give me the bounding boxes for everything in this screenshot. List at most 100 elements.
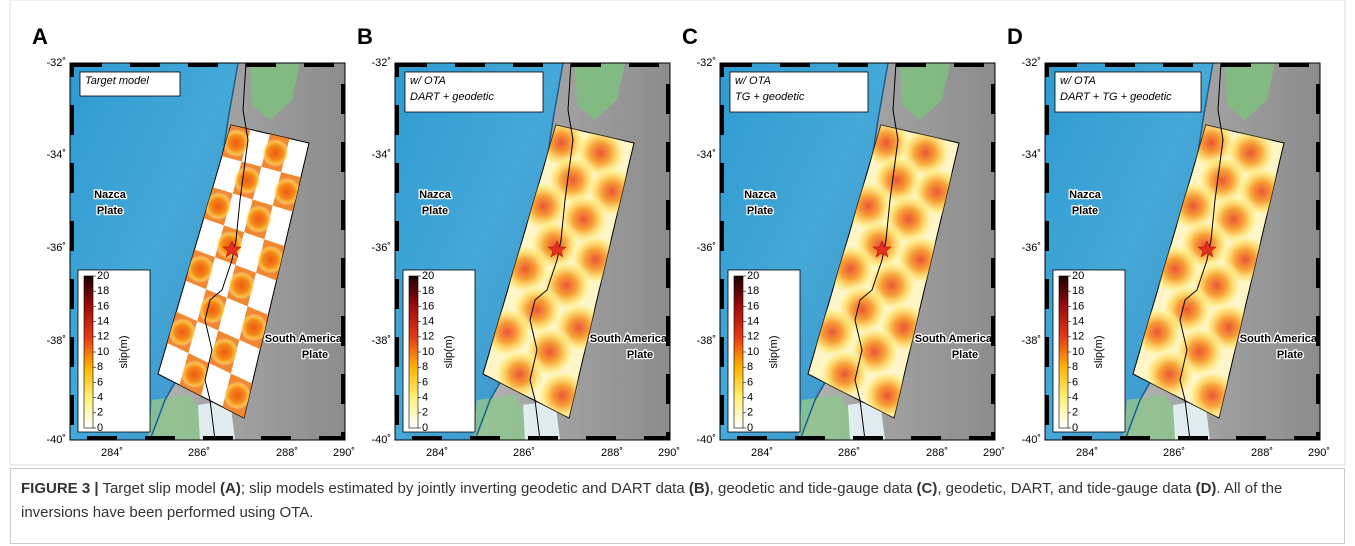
lon-tick-label: 286˚ — [513, 447, 535, 459]
map-frame-bars — [70, 63, 345, 440]
colorbar-tick-label: 6 — [97, 376, 103, 388]
lat-tick-label: -34˚ — [1021, 149, 1041, 161]
lat-tick-label: -38˚ — [696, 335, 716, 347]
plate-label: South America — [915, 333, 993, 345]
annotation-box — [404, 71, 544, 113]
lat-tick-label: -34˚ — [371, 149, 391, 161]
colorbar-tick-label: 6 — [1072, 376, 1078, 388]
colorbar-tick-label: 0 — [1072, 422, 1078, 434]
map-panel: D Nazca Plate South America Plate w/ OTA DART … — [1007, 24, 1330, 459]
lat-tick-label: -36˚ — [371, 242, 391, 254]
colorbar-label: slip(m) — [768, 336, 780, 369]
epicenter — [1197, 240, 1217, 258]
colorbar-tick-label: 2 — [422, 407, 428, 419]
map-panel: C Nazca Plate South America Plate w/ OTA TG + … — [682, 24, 1005, 459]
colorbar-tick-label: 8 — [747, 361, 753, 373]
map-panel: A Nazca Plate South America Plate Target mode… — [32, 24, 355, 459]
plate-label: Nazca — [1069, 189, 1102, 201]
colorbar-tick-label: 2 — [97, 407, 103, 419]
lakes — [848, 400, 885, 440]
slip-patch-core — [180, 360, 209, 389]
slip-patch-core — [186, 255, 215, 284]
colorbar-tick-label: 16 — [97, 300, 109, 312]
lon-tick-label: 288˚ — [601, 447, 623, 459]
slip-patch-core — [244, 205, 273, 234]
lon-tick-label: 286˚ — [1163, 447, 1185, 459]
lon-tick-label: 288˚ — [276, 447, 298, 459]
colorbar-tick-label: 12 — [422, 331, 434, 343]
colorbar-tick-label: 12 — [747, 331, 759, 343]
lon-tick-label: 290˚ — [983, 447, 1005, 459]
plate-label: Nazca — [744, 189, 777, 201]
colorbar-label: slip(m) — [118, 336, 130, 369]
map-frame — [394, 62, 671, 441]
lon-tick-label: 290˚ — [658, 447, 680, 459]
caption-text: . All of the inversions have been perfor… — [21, 480, 1283, 521]
lat-tick-label: -38˚ — [46, 335, 66, 347]
plate-label: Plate — [1072, 205, 1098, 217]
lon-tick-label: 284˚ — [751, 447, 773, 459]
colorbar-label: slip(m) — [443, 336, 455, 369]
slip-patch-core — [198, 295, 227, 324]
colorbar-tick-label: 18 — [97, 285, 109, 297]
lakes — [1173, 400, 1210, 440]
colorbar-tick-label: 20 — [97, 270, 109, 282]
annotation: w/ OTA — [1060, 75, 1096, 87]
annotation: DART + geodetic — [410, 91, 494, 103]
plate-label: Plate — [952, 349, 978, 361]
plate-label: Plate — [747, 205, 773, 217]
colorbar-tick-label: 2 — [747, 407, 753, 419]
annotation: Target model — [85, 75, 149, 87]
annotation: w/ OTA — [735, 75, 771, 87]
map-frame-bars — [720, 63, 995, 440]
colorbar-tick-label: 8 — [97, 361, 103, 373]
plate-label: South America — [1240, 333, 1318, 345]
colorbar-tick-label: 10 — [1072, 346, 1084, 358]
caption-text: (C) — [916, 480, 938, 497]
slip-patch-core — [210, 337, 239, 366]
plate-label: Plate — [627, 349, 653, 361]
colorbar-tick-label: 14 — [97, 316, 109, 328]
lon-tick-label: 284˚ — [1076, 447, 1098, 459]
map: Nazca Plate South America Plate w/ OTA TG + g… — [720, 63, 995, 440]
caption: FIGURE 3 | Target slip model (A); slip m… — [10, 468, 1345, 544]
colorbar-tick-label: 20 — [747, 270, 759, 282]
map-frame-bars — [395, 63, 670, 440]
colorbar-tick-label: 16 — [747, 300, 759, 312]
lat-tick-label: -34˚ — [46, 149, 66, 161]
plate-label: Plate — [97, 205, 123, 217]
plate-label: South America — [590, 333, 668, 345]
colorbar-tick-label: 10 — [422, 346, 434, 358]
lat-tick-label: -32˚ — [1021, 57, 1041, 69]
colorbar-tick-label: 16 — [1072, 300, 1084, 312]
coastline — [529, 63, 574, 440]
slip-patch-core — [233, 166, 262, 195]
lat-tick-label: -36˚ — [696, 242, 716, 254]
lon-tick-label: 288˚ — [1251, 447, 1273, 459]
colorbar-tick-label: 20 — [1072, 270, 1084, 282]
highland — [1225, 63, 1275, 120]
map: Nazca Plate South America Plate Target model… — [70, 63, 345, 440]
highland — [575, 63, 625, 120]
colorbar — [83, 275, 94, 429]
lon-tick-label: 286˚ — [188, 447, 210, 459]
colorbar-tick-label: 14 — [747, 316, 759, 328]
map-frame — [719, 62, 996, 441]
lat-tick-label: -34˚ — [696, 149, 716, 161]
colorbar-tick-label: 14 — [422, 316, 434, 328]
plate-label: Nazca — [94, 189, 127, 201]
slip-patch-core — [272, 177, 301, 206]
colorbar-tick-label: 4 — [422, 392, 428, 404]
colorbar — [1058, 275, 1069, 429]
lat-tick-label: -38˚ — [1021, 335, 1041, 347]
map: Nazca Plate South America Plate w/ OTA DART +… — [395, 63, 670, 440]
epicenter — [872, 240, 892, 258]
caption-text: (B) — [688, 480, 710, 497]
map: Nazca Plate South America Plate w/ OTA DART +… — [1045, 63, 1320, 440]
caption-text: ; slip models estimated by jointly inver… — [240, 480, 689, 497]
colorbar-tick-label: 8 — [1072, 361, 1078, 373]
lon-tick-label: 288˚ — [926, 447, 948, 459]
colorbar — [408, 275, 419, 429]
plate-label: Plate — [302, 349, 328, 361]
plate-label: Plate — [1277, 349, 1303, 361]
